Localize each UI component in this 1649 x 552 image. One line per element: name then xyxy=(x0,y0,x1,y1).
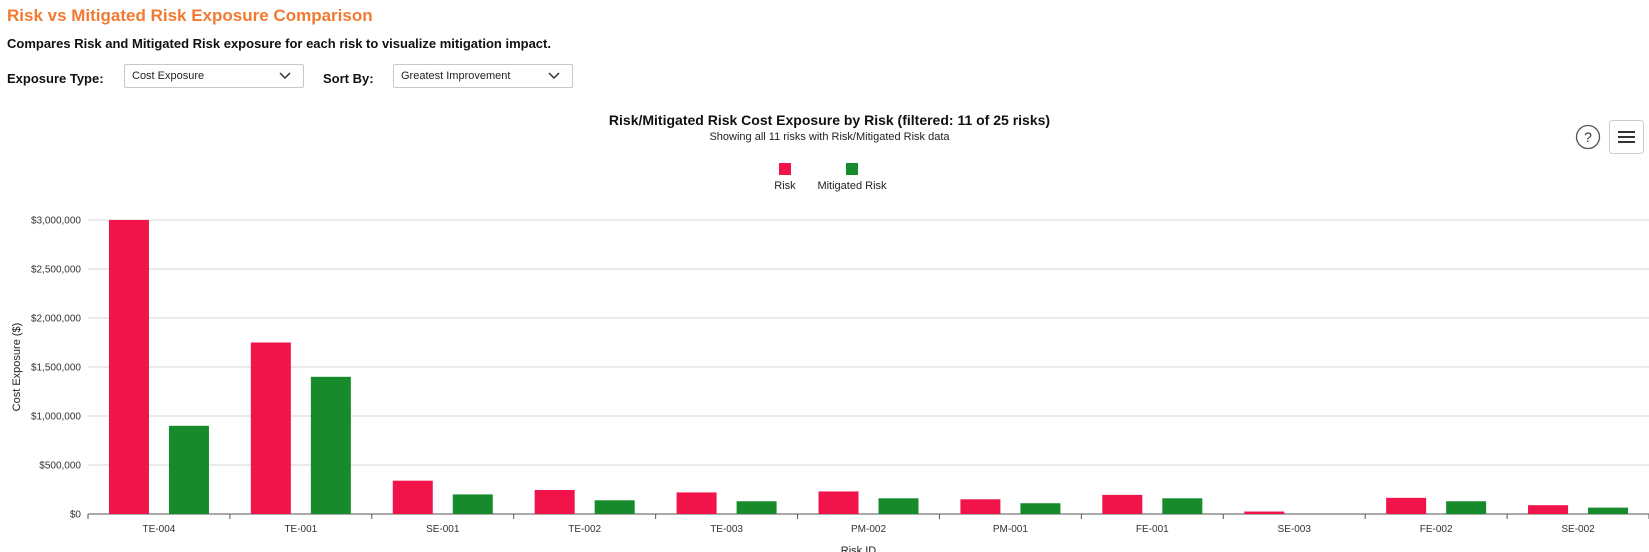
x-tick-label: TE-001 xyxy=(284,524,317,535)
bar-mitigated-risk-te-001 xyxy=(310,376,351,514)
bar-risk-fe-001 xyxy=(1102,494,1143,514)
page-description: Compares Risk and Mitigated Risk exposur… xyxy=(7,36,551,51)
bar-mitigated-risk-pm-001 xyxy=(1020,503,1061,514)
legend-swatch-mitigated-risk xyxy=(846,163,858,175)
bar-mitigated-risk-te-004 xyxy=(168,425,209,514)
y-tick-label: $500,000 xyxy=(39,461,81,472)
legend-swatch-risk xyxy=(779,163,791,175)
legend-label-risk: Risk xyxy=(774,180,796,192)
x-tick-label: FE-001 xyxy=(1136,524,1169,535)
help-circle-icon[interactable]: ? xyxy=(1575,124,1601,150)
bar-risk-te-003 xyxy=(676,492,717,514)
legend-item-risk[interactable]: Risk xyxy=(762,163,808,192)
y-axis-title: Cost Exposure ($) xyxy=(11,323,23,412)
y-tick-label: $2,000,000 xyxy=(31,314,81,325)
chart-title: Risk/Mitigated Risk Cost Exposure by Ris… xyxy=(608,112,1051,128)
bar-risk-pm-001 xyxy=(960,499,1001,514)
bar-risk-se-001 xyxy=(392,480,433,514)
y-tick-label: $3,000,000 xyxy=(31,216,81,227)
bar-mitigated-risk-te-003 xyxy=(736,501,777,514)
sort-by-label: Sort By: xyxy=(323,71,374,86)
bar-mitigated-risk-fe-001 xyxy=(1162,498,1203,514)
y-tick-label: $0 xyxy=(70,510,82,521)
y-tick-label: $1,000,000 xyxy=(31,412,81,423)
bar-risk-se-003 xyxy=(1244,511,1285,514)
sort-by-value: Greatest Improvement xyxy=(401,70,511,82)
x-tick-label: TE-003 xyxy=(710,524,743,535)
bar-mitigated-risk-se-001 xyxy=(452,494,493,514)
x-tick-label: SE-001 xyxy=(426,524,460,535)
bar-risk-fe-002 xyxy=(1386,497,1427,514)
bar-risk-se-002 xyxy=(1528,505,1569,514)
chevron-down-icon xyxy=(279,72,291,80)
chevron-down-icon xyxy=(548,72,560,80)
svg-text:?: ? xyxy=(1584,129,1592,145)
bar-risk-te-001 xyxy=(250,342,291,514)
page-title: Risk vs Mitigated Risk Exposure Comparis… xyxy=(7,6,373,25)
x-axis-title: Risk ID xyxy=(841,545,877,552)
bar-risk-pm-002 xyxy=(818,491,859,514)
legend-item-mitigated-risk[interactable]: Mitigated Risk xyxy=(812,163,892,192)
x-tick-label: FE-002 xyxy=(1420,524,1453,535)
bar-mitigated-risk-pm-002 xyxy=(878,498,919,514)
x-tick-label: PM-002 xyxy=(851,524,886,535)
x-tick-label: SE-002 xyxy=(1561,524,1595,535)
bar-risk-te-002 xyxy=(534,489,575,514)
chart-subtitle: Showing all 11 risks with Risk/Mitigated… xyxy=(709,131,950,143)
x-tick-label: TE-004 xyxy=(143,524,176,535)
exposure-type-value: Cost Exposure xyxy=(132,70,205,82)
legend-label-mitigated-risk: Mitigated Risk xyxy=(817,180,887,192)
bar-risk-te-004 xyxy=(108,220,149,514)
exposure-type-label: Exposure Type: xyxy=(7,71,104,86)
x-tick-label: TE-002 xyxy=(568,524,601,535)
sort-by-select[interactable]: Greatest Improvement xyxy=(393,64,573,88)
bar-mitigated-risk-te-002 xyxy=(594,500,635,514)
y-tick-label: $2,500,000 xyxy=(31,265,81,276)
y-tick-label: $1,500,000 xyxy=(31,363,81,374)
hamburger-menu-icon[interactable] xyxy=(1609,120,1644,154)
exposure-type-select[interactable]: Cost Exposure xyxy=(124,64,304,88)
bar-mitigated-risk-fe-002 xyxy=(1446,501,1487,514)
x-tick-label: SE-003 xyxy=(1278,524,1312,535)
bar-mitigated-risk-se-002 xyxy=(1588,507,1629,514)
x-tick-label: PM-001 xyxy=(993,524,1028,535)
